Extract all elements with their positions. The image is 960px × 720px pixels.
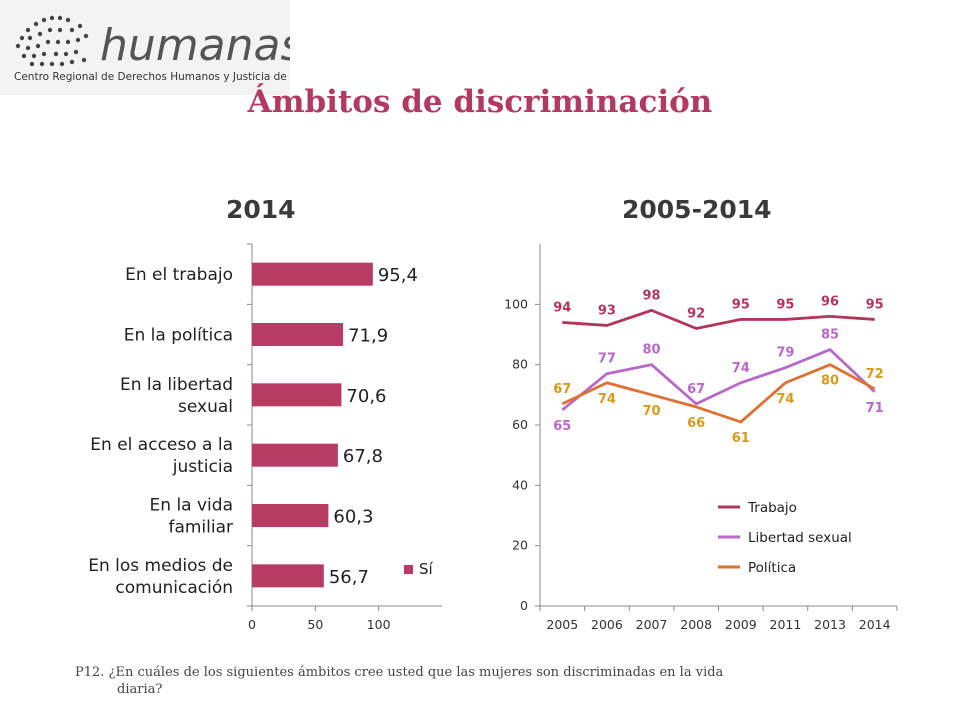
x-tick-label: 2006 bbox=[591, 617, 623, 632]
bar-value-label: 56,7 bbox=[329, 567, 369, 588]
data-label: 80 bbox=[643, 343, 661, 358]
data-label: 77 bbox=[598, 352, 616, 367]
category-label-line: En el acceso a la bbox=[90, 435, 233, 455]
x-tick-label: 2009 bbox=[725, 617, 757, 632]
data-label: 95 bbox=[776, 297, 794, 312]
y-tick-label: 100 bbox=[504, 296, 528, 311]
data-label: 92 bbox=[687, 306, 705, 321]
bar bbox=[252, 262, 373, 286]
y-tick-label: 0 bbox=[520, 598, 528, 613]
data-label: 74 bbox=[732, 361, 750, 376]
data-label: 79 bbox=[776, 346, 794, 361]
category-label: En la vida familiar bbox=[150, 496, 233, 538]
category-label-line: En la libertad bbox=[120, 375, 233, 395]
data-label: 80 bbox=[821, 374, 839, 389]
category-label-line: En los medios de bbox=[88, 556, 233, 576]
logo-tagline: Centro Regional de Derechos Humanos y Ju… bbox=[14, 71, 290, 83]
data-label: 93 bbox=[598, 303, 616, 318]
bar-value-label: 71,9 bbox=[348, 326, 388, 347]
bar bbox=[252, 323, 344, 346]
category-label-line: sexual bbox=[178, 397, 233, 417]
category-label: En la libertad sexual bbox=[120, 375, 233, 417]
data-label: 95 bbox=[732, 297, 750, 312]
category-label-line: En la vida bbox=[150, 496, 233, 516]
legend-swatch bbox=[404, 565, 413, 574]
y-tick-label: 60 bbox=[512, 417, 528, 432]
data-label: 70 bbox=[643, 404, 661, 419]
x-tick-label: 0 bbox=[248, 617, 256, 632]
logo-wordmark: humanas bbox=[100, 20, 290, 71]
data-label: 96 bbox=[821, 294, 839, 309]
x-tick-label: 2005 bbox=[546, 617, 578, 632]
data-label: 67 bbox=[687, 382, 705, 397]
category-label: En el trabajo bbox=[125, 265, 233, 285]
bar-chart-title: 2014 bbox=[226, 195, 296, 224]
data-label: 61 bbox=[732, 431, 750, 446]
x-tick-label: 2013 bbox=[814, 617, 846, 632]
category-label: En la política bbox=[124, 326, 233, 346]
series-line-trabajo bbox=[562, 308, 875, 330]
data-label: 72 bbox=[866, 367, 884, 382]
x-tick-label: 2007 bbox=[636, 617, 668, 632]
category-label-line: En la política bbox=[124, 326, 233, 346]
legend-label: Política bbox=[748, 560, 796, 576]
category-label: En los medios de comunicación bbox=[88, 556, 233, 598]
line-chart: 0 20 40 60 80 100 2005 2006 2007 2008 2009 2011 2013… bbox=[504, 244, 898, 632]
y-tick-label: 40 bbox=[512, 477, 528, 492]
data-label: 74 bbox=[776, 392, 794, 407]
data-label: 66 bbox=[687, 416, 705, 431]
x-tick-label: 2008 bbox=[680, 617, 712, 632]
category-label-line: justicia bbox=[172, 457, 233, 477]
bar-value-label: 95,4 bbox=[378, 265, 418, 286]
legend-label: Trabajo bbox=[747, 500, 797, 516]
bar-value-label: 70,6 bbox=[346, 386, 386, 407]
legend-label: Libertad sexual bbox=[748, 530, 852, 546]
x-tick-label: 2014 bbox=[859, 617, 891, 632]
bar-chart: 0 50 100 95,4 En el trabajo 71,9 En la polític… bbox=[88, 243, 442, 632]
data-label: 94 bbox=[553, 300, 571, 315]
bar bbox=[252, 564, 324, 588]
category-label-line: En el trabajo bbox=[125, 265, 233, 285]
data-label: 85 bbox=[821, 328, 839, 343]
legend-label: Sí bbox=[419, 560, 434, 578]
footnote-line-1: P12. ¿En cuáles de los siguientes ámbito… bbox=[75, 665, 724, 680]
series-line-libertad-sexual bbox=[561, 348, 876, 412]
x-tick-label: 50 bbox=[307, 617, 323, 632]
data-label: 65 bbox=[553, 419, 571, 434]
humanas-logo: humanas Centro Regional de Derechos Huma… bbox=[0, 0, 328, 95]
series-line-politica bbox=[561, 363, 876, 424]
footnote: P12. ¿En cuáles de los siguientes ámbito… bbox=[75, 664, 875, 698]
logo-mark: humanas Centro Regional de Derechos Huma… bbox=[14, 15, 328, 83]
y-tick-label: 80 bbox=[512, 357, 528, 372]
category-label-line: comunicación bbox=[115, 578, 233, 598]
bar-value-label: 60,3 bbox=[333, 507, 373, 528]
footnote-line-2: diaria? bbox=[117, 682, 163, 697]
x-tick-label: 2011 bbox=[770, 617, 802, 632]
data-label: 74 bbox=[598, 392, 616, 407]
line-chart-title: 2005-2014 bbox=[622, 195, 772, 224]
category-label-line: familiar bbox=[168, 518, 233, 538]
data-label: 98 bbox=[643, 288, 661, 303]
data-label: 71 bbox=[866, 401, 884, 416]
page-title: Ámbitos de discriminación bbox=[247, 84, 713, 120]
data-label: 67 bbox=[553, 382, 571, 397]
bar bbox=[252, 443, 338, 467]
data-label: 95 bbox=[866, 297, 884, 312]
x-tick-label: 100 bbox=[367, 617, 391, 632]
category-label: En el acceso a la justicia bbox=[90, 435, 233, 477]
y-tick-label: 20 bbox=[512, 538, 528, 553]
bar-value-label: 67,8 bbox=[343, 446, 383, 467]
bar bbox=[252, 504, 329, 527]
bar bbox=[252, 383, 342, 407]
